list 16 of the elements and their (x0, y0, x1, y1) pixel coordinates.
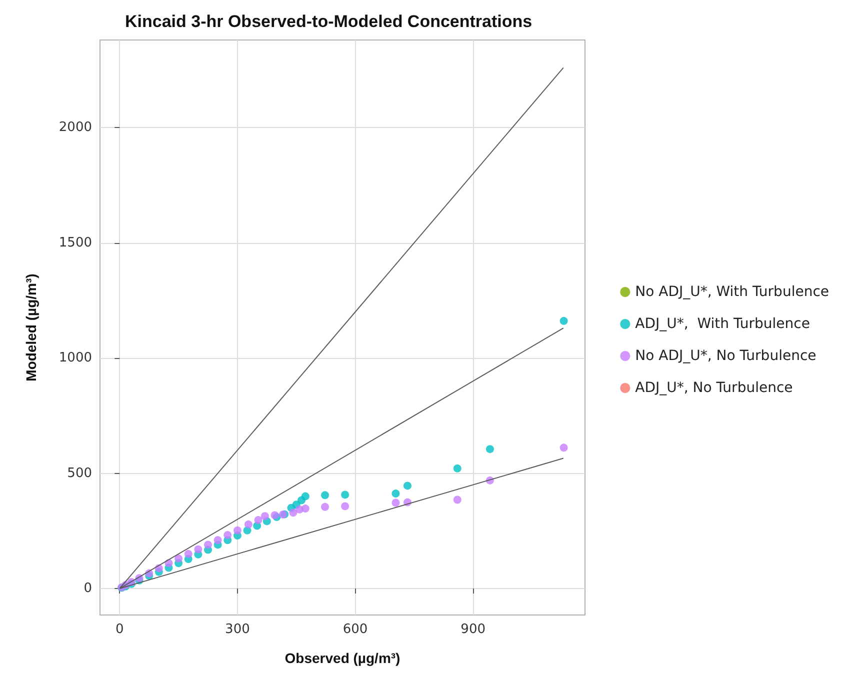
y-tick-label: 1000 (58, 350, 92, 366)
legend-label: ADJ_U*, No Turbulence (635, 380, 793, 396)
legend-label: No ADJ_U*, No Turbulence (635, 348, 816, 364)
x-tick-label: 300 (225, 622, 250, 637)
legend-label: No ADJ_U*, With Turbulence (635, 284, 830, 300)
y-tick-label: 2000 (58, 120, 92, 136)
x-tick-label: 600 (342, 622, 368, 637)
y-tick-label: 0 (84, 580, 92, 596)
chart-title: Kincaid 3-hr Observed-to-Modeled Concentrations (125, 12, 532, 31)
legend-label: ADJ_U*, With Turbulence (635, 316, 810, 332)
y-axis-title: Modeled (µg/m³) (23, 274, 39, 382)
x-tick-label: 0 (115, 622, 124, 637)
y-tick-label: 1500 (58, 235, 92, 250)
x-axis-title: Observed (µg/m³) (284, 650, 400, 666)
x-tick-label: 900 (460, 622, 486, 637)
y-tick-label: 500 (67, 466, 92, 481)
